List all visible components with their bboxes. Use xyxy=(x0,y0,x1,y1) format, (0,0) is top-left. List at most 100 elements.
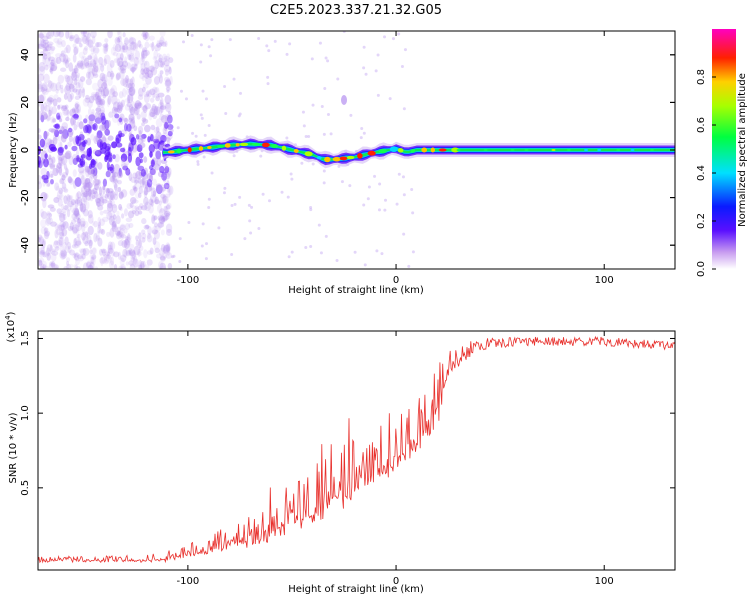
speckle xyxy=(78,133,85,141)
speckle xyxy=(163,121,169,129)
speckle xyxy=(112,179,119,189)
speckle xyxy=(93,220,98,228)
speckle xyxy=(107,247,114,254)
speckle xyxy=(93,93,99,101)
speckle xyxy=(300,161,304,165)
speckle xyxy=(93,232,98,243)
speckle xyxy=(84,231,89,238)
speckle xyxy=(111,204,118,213)
ridge-blob xyxy=(451,147,459,153)
speckle xyxy=(93,190,99,199)
speckle xyxy=(96,201,100,207)
speckle xyxy=(309,208,313,212)
speckle xyxy=(57,152,65,162)
speckle xyxy=(46,244,53,252)
speckle xyxy=(112,214,117,220)
speckle xyxy=(76,196,83,206)
svg-text:(x104): (x104) xyxy=(4,311,17,342)
speckle xyxy=(47,34,53,39)
speckle xyxy=(207,123,211,127)
speckle xyxy=(203,133,207,137)
speckle xyxy=(287,255,291,259)
speckle xyxy=(107,95,112,106)
speckle xyxy=(383,198,387,202)
speckle xyxy=(99,72,106,82)
speckle xyxy=(158,39,164,45)
speckle xyxy=(76,238,81,248)
speckle xyxy=(153,229,160,240)
speckle xyxy=(109,227,115,238)
speckle xyxy=(38,128,41,134)
speckle xyxy=(40,263,45,269)
speckle xyxy=(100,229,106,235)
speckle xyxy=(56,224,63,232)
speckle xyxy=(105,254,112,264)
speckle xyxy=(74,199,81,204)
speckle xyxy=(91,254,97,260)
speckle xyxy=(38,33,45,39)
speckle xyxy=(201,89,205,93)
speckle xyxy=(397,172,401,176)
speckle xyxy=(118,171,123,178)
speckle xyxy=(48,106,54,116)
speckle xyxy=(141,49,148,59)
speckle xyxy=(257,227,261,231)
speckle xyxy=(134,210,140,217)
speckle xyxy=(87,225,94,236)
speckle xyxy=(106,202,114,213)
speckle xyxy=(95,134,100,143)
speckle xyxy=(91,124,96,130)
ridge-blob xyxy=(176,148,182,154)
speckle xyxy=(102,259,109,265)
speckle xyxy=(160,183,165,194)
speckle xyxy=(148,198,154,206)
speckle xyxy=(119,224,126,231)
speckle xyxy=(117,186,122,193)
speckle xyxy=(110,218,117,223)
x-tick-label: -100 xyxy=(177,275,200,286)
speckle xyxy=(75,149,79,159)
speckle xyxy=(55,82,62,91)
speckle xyxy=(57,115,61,120)
speckle xyxy=(56,189,63,200)
speckle xyxy=(116,104,123,114)
speckle xyxy=(159,97,164,108)
speckle xyxy=(301,110,305,114)
speckle xyxy=(38,236,45,245)
speckle xyxy=(60,87,64,94)
speckle xyxy=(57,74,65,84)
speckle xyxy=(400,64,404,68)
speckle xyxy=(130,47,135,56)
speckle xyxy=(74,236,82,247)
speckle xyxy=(43,113,49,120)
speckle xyxy=(132,42,139,52)
speckle xyxy=(133,186,138,193)
speckle xyxy=(191,131,195,135)
speckle xyxy=(160,256,166,262)
speckle xyxy=(152,237,157,246)
speckle xyxy=(82,31,87,38)
speckle xyxy=(194,134,198,138)
speckle xyxy=(129,188,136,196)
speckle xyxy=(97,179,101,186)
speckle xyxy=(160,214,165,224)
speckle xyxy=(157,60,164,68)
snr-y-label: SNR (10 * v/v) xyxy=(8,412,19,483)
speckle xyxy=(166,202,172,210)
speckle xyxy=(117,240,124,247)
speckle xyxy=(39,31,43,40)
speckle xyxy=(107,77,113,87)
speckle xyxy=(109,241,116,251)
speckle xyxy=(50,173,54,178)
speckle xyxy=(104,128,111,136)
speckle xyxy=(87,107,92,117)
speckle xyxy=(79,131,84,137)
speckle xyxy=(127,210,135,219)
speckle xyxy=(112,51,119,57)
speckle xyxy=(257,37,261,41)
signal-ridge xyxy=(162,135,675,169)
speckle xyxy=(120,153,128,162)
speckle xyxy=(88,188,92,197)
speckle xyxy=(161,61,166,66)
